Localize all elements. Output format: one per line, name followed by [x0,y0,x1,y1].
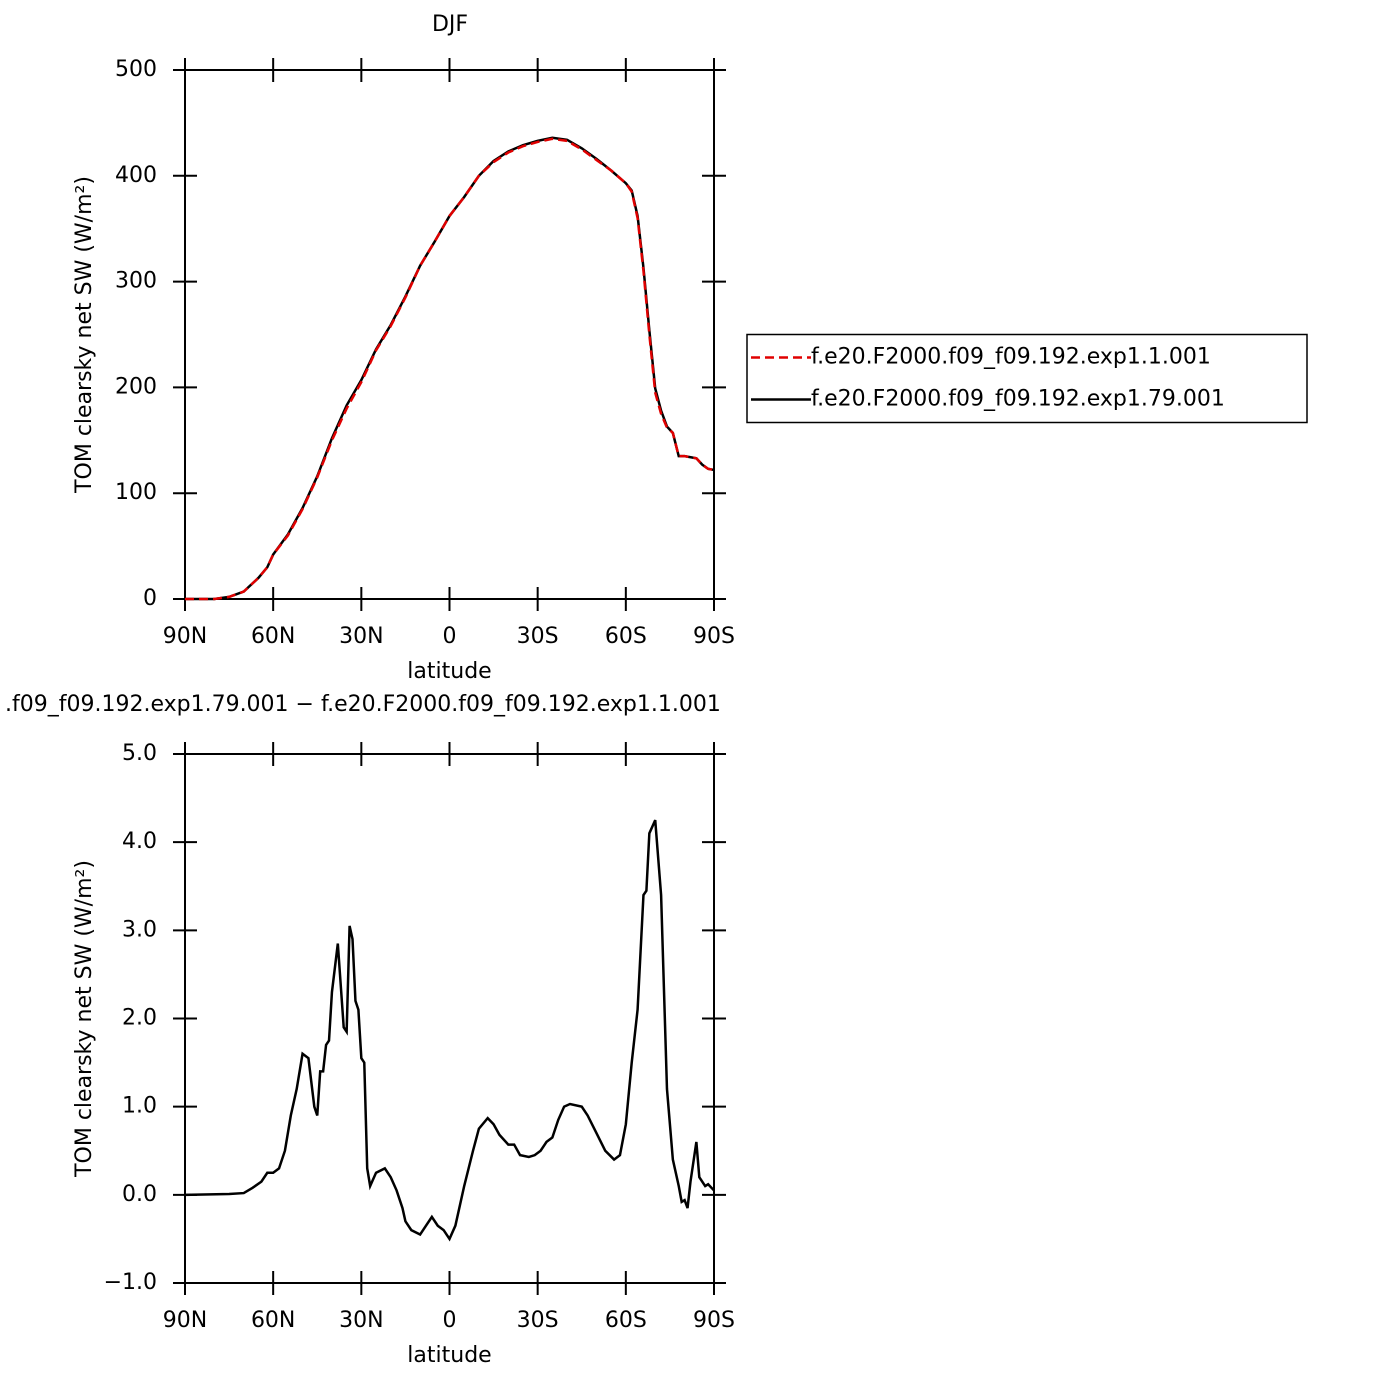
x-tick-label: 90S [693,624,735,649]
plot-frame [184,69,715,600]
x-tick-label: 30S [517,1308,559,1333]
legend-label: f.e20.F2000.f09_f09.192.exp1.1.001 [811,345,1211,370]
x-tick-label: 90N [163,624,207,649]
y-tick-label: 0 [143,586,157,611]
x-tick-label: 60S [605,1308,647,1333]
x-tick-label: 0 [443,624,457,649]
x-tick-label: 60S [605,624,647,649]
x-axis-label: latitude [407,659,491,684]
y-tick-label: −1.0 [104,1270,157,1295]
y-tick-label: 2.0 [122,1006,157,1031]
x-tick-label: 0 [443,1308,457,1333]
y-tick-label: 1.0 [122,1094,157,1119]
y-tick-label: 3.0 [122,917,157,942]
y-tick-label: 300 [115,269,157,294]
data-line [185,137,715,601]
y-tick-label: 200 [115,374,157,399]
legend-box [746,333,1308,424]
y-tick-label: 400 [115,163,157,188]
data-line [185,136,715,601]
y-tick-label: 4.0 [122,829,157,854]
y-tick-label: 500 [115,57,157,82]
y-axis-label: TOM clearsky net SW (W/m²) [72,860,97,1178]
y-axis-label: TOM clearsky net SW (W/m²) [72,176,97,494]
legend-label: f.e20.F2000.f09_f09.192.exp1.79.001 [811,387,1225,412]
plot-frame [184,753,715,1284]
x-tick-label: 90N [163,1308,207,1333]
x-tick-label: 90S [693,1308,735,1333]
chart-title: .f09_f09.192.exp1.79.001 − f.e20.F2000.f… [5,692,721,717]
y-tick-label: 100 [115,480,157,505]
y-tick-label: 0.0 [122,1182,157,1207]
x-tick-label: 30N [339,1308,383,1333]
y-tick-label: 5.0 [122,741,157,766]
x-tick-label: 60N [251,624,295,649]
chart-title: DJF [432,12,468,37]
x-tick-label: 30N [339,624,383,649]
x-axis-label: latitude [407,1343,491,1368]
x-tick-label: 30S [517,624,559,649]
data-line [184,819,715,1242]
x-tick-label: 60N [251,1308,295,1333]
